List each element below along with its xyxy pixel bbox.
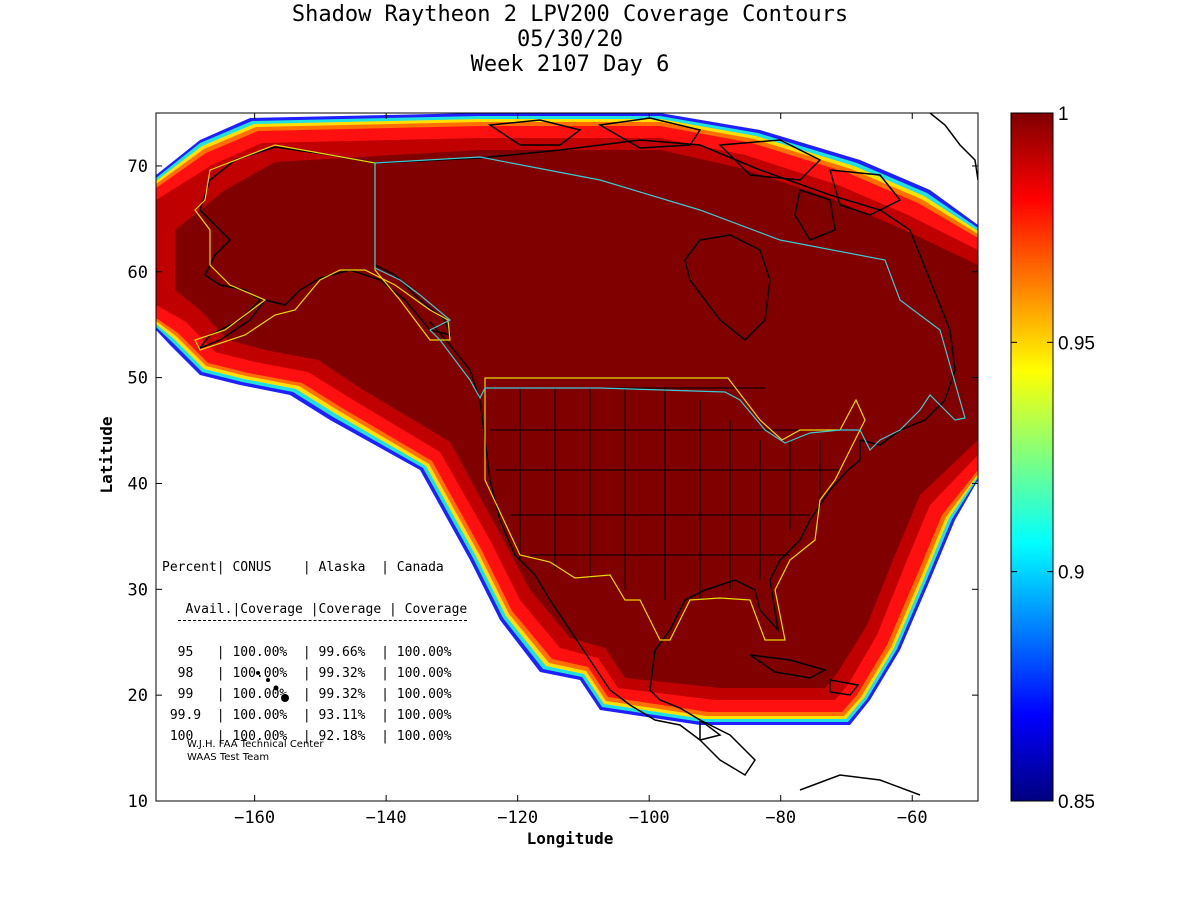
y-axis: 10 20 30 40 50 60 70 xyxy=(128,157,978,812)
conus-boundary xyxy=(484,377,866,641)
chart-subtitle-date: 05/30/20 xyxy=(517,27,623,52)
x-tick-label: −80 xyxy=(765,808,796,828)
table-row: 100 | 100.00% | 92.18% | 100.00% xyxy=(162,729,452,744)
y-tick-label: 60 xyxy=(128,263,148,283)
x-axis: −160 −140 −120 −100 −80 −60 xyxy=(234,113,928,828)
table-header-2: Avail.|Coverage |Coverage | Coverage xyxy=(177,599,468,621)
colorbar-tick-label: 0.95 xyxy=(1058,333,1095,354)
table-row: 95 | 100.00% | 99.66% | 100.00% xyxy=(162,645,452,660)
coverage-map xyxy=(156,113,978,796)
table-row: 98 | 100.00% | 99.32% | 100.00% xyxy=(162,666,452,681)
colorbar-tick-label: 0.85 xyxy=(1058,792,1095,813)
colorbar-tick-label: 1 xyxy=(1058,104,1069,125)
y-tick-label: 20 xyxy=(128,686,148,706)
x-axis-title: Longitude xyxy=(527,829,614,848)
hawaii-islands xyxy=(256,671,289,702)
state-lines xyxy=(485,387,860,600)
credit-line-1: W.J.H. FAA Technical Center xyxy=(187,739,324,750)
table-row: 99.9 | 100.00% | 93.11% | 100.00% xyxy=(162,708,452,723)
x-tick-label: −140 xyxy=(366,808,407,828)
x-tick-label: −120 xyxy=(497,808,538,828)
colorbar-ticks: 1 0.95 0.9 0.85 xyxy=(1011,104,1095,813)
chart-title: Shadow Raytheon 2 LPV200 Coverage Contou… xyxy=(291,2,849,27)
canada-boundary xyxy=(374,156,966,452)
table-header-1: Percent| CONUS | Alaska | Canada xyxy=(162,560,444,575)
credit: W.J.H. FAA Technical Center WAAS Test Te… xyxy=(187,738,323,764)
y-tick-label: 30 xyxy=(128,580,148,600)
x-tick-label: −60 xyxy=(897,808,928,828)
coverage-table: Percent| CONUS | Alaska | Canada Avail.|… xyxy=(162,515,468,768)
x-tick-label: −160 xyxy=(234,808,275,828)
chart-subtitle-week: Week 2107 Day 6 xyxy=(470,52,670,77)
alaska-boundary xyxy=(194,144,451,351)
credit-line-2: WAAS Test Team xyxy=(187,752,270,763)
colorbar-tick-label: 0.9 xyxy=(1058,563,1084,584)
y-axis-title: Latitude xyxy=(97,416,116,493)
y-tick-label: 10 xyxy=(128,792,148,812)
coverage-full-region xyxy=(175,150,978,688)
y-tick-label: 40 xyxy=(128,474,148,494)
map-outlines xyxy=(197,113,978,796)
colorbar xyxy=(1010,112,1054,802)
table-row: 99 | 100.00% | 99.32% | 100.00% xyxy=(162,687,452,702)
y-tick-label: 70 xyxy=(128,157,148,177)
plot-frame xyxy=(155,112,979,802)
y-tick-label: 50 xyxy=(128,369,148,389)
x-tick-label: −100 xyxy=(629,808,670,828)
